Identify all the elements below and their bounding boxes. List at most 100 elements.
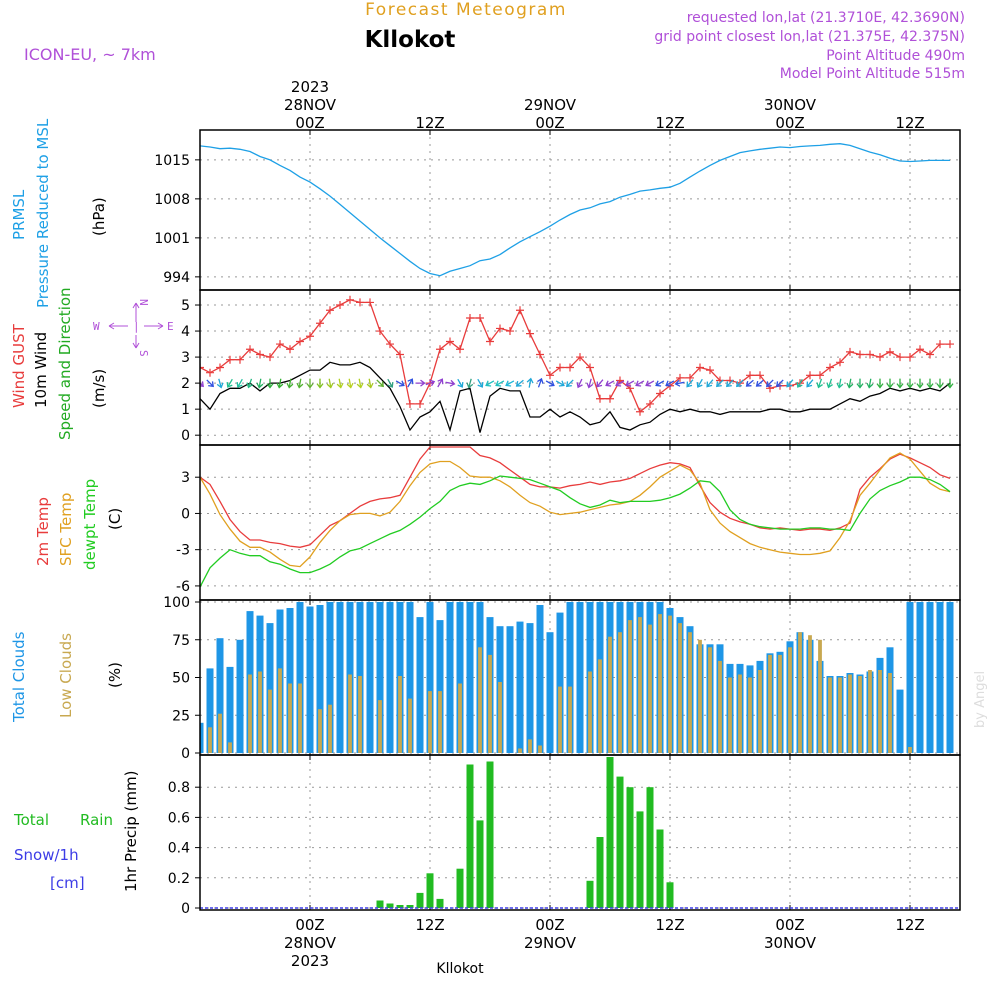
wind-direction-arrow <box>425 379 436 387</box>
wind-frame <box>199 289 961 446</box>
bar-low-clouds <box>538 745 542 753</box>
gust-marker <box>236 355 244 364</box>
bar-total-rain <box>606 757 614 908</box>
wind-direction-arrow <box>206 379 214 388</box>
bar-low-clouds <box>758 670 762 753</box>
y-tick-label: 0 <box>181 901 190 917</box>
wind-direction-arrow <box>625 380 635 387</box>
bar-low-clouds <box>408 698 412 753</box>
bar-low-clouds <box>718 660 722 753</box>
wind-10m-label: 10m Wind <box>32 332 50 408</box>
wind-direction-arrow <box>674 379 685 387</box>
bar-total-rain <box>476 820 484 908</box>
requested-coords: requested lon,lat (21.3710E, 42.3690N) <box>687 10 965 26</box>
clouds-panel: 0 25 50 75 100 <box>163 595 961 762</box>
precip-axis-label: 1hr Precip (mm) <box>122 771 140 892</box>
wind-unit: (m/s) <box>90 369 108 408</box>
bar-low-clouds <box>638 617 642 753</box>
gust-marker <box>200 363 204 372</box>
bar-low-clouds <box>248 674 252 753</box>
bar-total-clouds <box>426 602 434 753</box>
wind-direction-arrow <box>846 378 854 389</box>
wind-direction-arrow <box>495 380 505 387</box>
top-time-label: 2023 <box>291 78 329 96</box>
temperature-panel: -6 -3 0 3 <box>176 444 961 601</box>
gridpoint-coords: grid point closest lon,lat (21.375E, 42.… <box>654 29 965 45</box>
series-line-10m-wind <box>200 361 951 433</box>
gust-marker <box>846 347 854 356</box>
wind-direction-arrow <box>896 378 904 389</box>
bar-total-rain <box>386 903 394 908</box>
bar-low-clouds <box>748 677 752 753</box>
gust-marker <box>366 298 374 307</box>
bar-low-clouds <box>678 623 682 753</box>
bar-total-clouds <box>946 602 954 753</box>
wind-direction-arrow <box>477 378 484 388</box>
gust-marker <box>706 366 714 375</box>
bar-low-clouds <box>328 704 332 753</box>
gust-marker <box>206 368 214 377</box>
bar-total-clouds <box>406 602 414 753</box>
compass-bar: | <box>133 320 140 333</box>
gust-marker <box>336 301 344 310</box>
wind-direction-arrow <box>256 378 264 389</box>
gust-marker <box>356 298 364 307</box>
bar-low-clouds <box>498 682 502 753</box>
bar-total-clouds <box>556 612 564 753</box>
gust-marker <box>456 345 464 354</box>
wind-direction-arrow <box>926 378 934 389</box>
bar-low-clouds <box>858 676 862 753</box>
bar-total-clouds <box>896 689 904 753</box>
bar-low-clouds <box>658 614 662 753</box>
bar-low-clouds <box>798 632 802 753</box>
wind-direction-arrow <box>226 378 233 388</box>
bar-total-rain <box>456 868 464 908</box>
gust-marker <box>596 394 604 403</box>
bar-total-rain <box>636 811 644 908</box>
wind-direction-arrow <box>537 377 544 388</box>
bar-low-clouds <box>688 632 692 753</box>
y-tick-label: 5 <box>181 298 190 314</box>
bar-low-clouds <box>788 647 792 753</box>
pressure-unit: (hPa) <box>90 197 108 236</box>
gust-marker <box>326 306 334 315</box>
bar-low-clouds <box>528 739 532 753</box>
wind-direction-arrow <box>395 380 405 387</box>
cloud-labels: Total Clouds Low Clouds (%) <box>10 631 124 723</box>
wind-direction-arrow <box>615 380 625 387</box>
compass-north: N <box>137 299 150 306</box>
gust-marker <box>636 407 644 416</box>
wind-direction-arrow <box>596 379 604 388</box>
y-tick-label: 2 <box>181 376 190 392</box>
bar-low-clouds <box>698 639 702 754</box>
gust-marker <box>416 399 424 408</box>
gust-marker <box>296 337 304 346</box>
wind-panel: 0 1 2 3 4 5 <box>181 289 961 446</box>
y-tick-label: 0.2 <box>168 871 190 887</box>
gust-marker <box>496 324 504 333</box>
gust-marker <box>516 306 524 315</box>
gust-marker <box>406 399 414 408</box>
gust-marker <box>696 363 704 372</box>
bar-total-rain <box>406 905 414 908</box>
y-tick-label: 50 <box>172 671 190 687</box>
gust-marker <box>436 345 444 354</box>
gust-marker <box>286 345 294 354</box>
y-tick-label: -3 <box>176 543 190 559</box>
clouds-unit: (%) <box>106 662 124 688</box>
y-tick-label: 1001 <box>154 231 190 247</box>
bar-low-clouds <box>818 639 822 754</box>
bar-low-clouds <box>888 673 892 753</box>
wind-direction-arrow <box>266 378 274 389</box>
wind-direction-arrow <box>755 379 764 387</box>
bar-low-clouds <box>428 691 432 753</box>
bar-total-clouds <box>306 606 314 753</box>
wind-direction-arrow <box>555 380 565 387</box>
wind-direction-arrow <box>856 378 864 389</box>
top-time-label: 00Z <box>535 114 564 132</box>
bar-low-clouds <box>288 683 292 753</box>
temperature-plot-area <box>200 446 951 588</box>
gust-marker <box>276 340 284 349</box>
wind-direction-arrow <box>316 378 324 389</box>
